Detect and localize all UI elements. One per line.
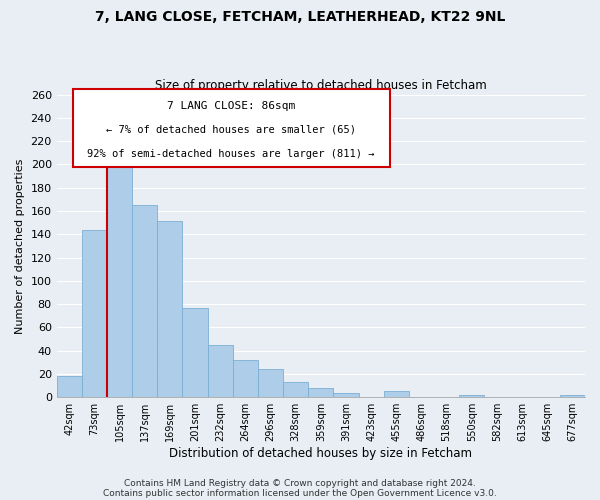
X-axis label: Distribution of detached houses by size in Fetcham: Distribution of detached houses by size … <box>169 447 472 460</box>
Bar <box>182 308 208 397</box>
Bar <box>334 392 359 397</box>
Y-axis label: Number of detached properties: Number of detached properties <box>15 158 25 334</box>
Text: ← 7% of detached houses are smaller (65): ← 7% of detached houses are smaller (65) <box>106 125 356 135</box>
Bar <box>384 392 409 397</box>
Bar <box>157 222 182 397</box>
Text: 7, LANG CLOSE, FETCHAM, LEATHERHEAD, KT22 9NL: 7, LANG CLOSE, FETCHAM, LEATHERHEAD, KT2… <box>95 10 505 24</box>
FancyBboxPatch shape <box>73 88 389 167</box>
Bar <box>560 395 585 397</box>
Bar <box>82 230 107 397</box>
Bar <box>132 205 157 397</box>
Bar <box>56 376 82 397</box>
Text: Contains public sector information licensed under the Open Government Licence v3: Contains public sector information licen… <box>103 488 497 498</box>
Text: 7 LANG CLOSE: 86sqm: 7 LANG CLOSE: 86sqm <box>167 100 295 110</box>
Bar <box>258 370 283 397</box>
Title: Size of property relative to detached houses in Fetcham: Size of property relative to detached ho… <box>155 79 487 92</box>
Bar <box>107 160 132 397</box>
Bar <box>308 388 334 397</box>
Bar <box>459 395 484 397</box>
Bar <box>233 360 258 397</box>
Bar <box>208 345 233 397</box>
Text: Contains HM Land Registry data © Crown copyright and database right 2024.: Contains HM Land Registry data © Crown c… <box>124 478 476 488</box>
Bar <box>283 382 308 397</box>
Text: 92% of semi-detached houses are larger (811) →: 92% of semi-detached houses are larger (… <box>87 149 375 159</box>
